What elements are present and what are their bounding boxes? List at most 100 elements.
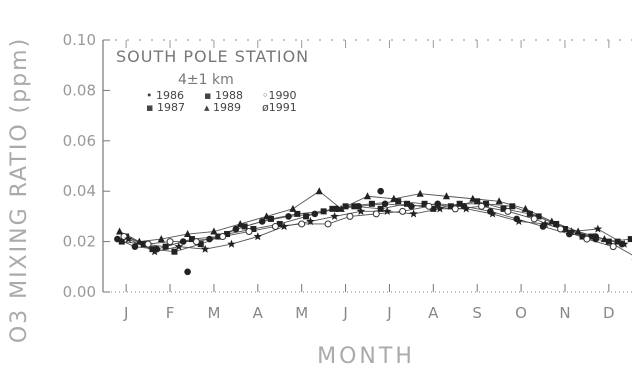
point-1987 xyxy=(267,215,274,222)
plot-frame xyxy=(102,39,632,293)
point-1989 xyxy=(337,204,345,212)
point-1989 xyxy=(442,192,451,200)
point-1987 xyxy=(605,238,612,245)
point-1991 xyxy=(174,242,184,251)
legend-entry: ▪ 1987 xyxy=(146,101,185,114)
point-1988 xyxy=(403,200,410,207)
point-1991 xyxy=(150,247,159,256)
point-1987 xyxy=(162,243,169,250)
chart-subtitle: 4±1 km xyxy=(178,72,234,88)
point-1991 xyxy=(279,222,289,231)
point-1989 xyxy=(157,235,165,243)
point-1988 xyxy=(456,200,463,207)
point-1991 xyxy=(330,211,339,220)
point-outliers xyxy=(592,235,599,243)
point-1990 xyxy=(557,225,565,233)
point-1991 xyxy=(227,239,236,248)
point-1986 xyxy=(179,238,187,245)
point-1991 xyxy=(383,206,392,215)
x-tick-label: A xyxy=(253,304,264,322)
x-tick-label: F xyxy=(166,304,175,322)
point-1986 xyxy=(258,218,266,225)
point-1988 xyxy=(197,241,204,248)
point-1987 xyxy=(368,200,375,207)
point-outliers xyxy=(377,187,384,195)
point-1988 xyxy=(535,213,542,220)
point-1986 xyxy=(434,200,442,208)
x-tick-label: N xyxy=(559,304,570,322)
point-1989 xyxy=(183,230,192,238)
x-tick-label: J xyxy=(386,304,391,322)
y-tick-label: 0.06 xyxy=(63,132,96,150)
axis-ticks xyxy=(103,39,610,293)
point-1989 xyxy=(469,194,477,202)
point-1989 xyxy=(115,227,124,235)
point-1987 xyxy=(474,198,481,205)
point-1988 xyxy=(561,226,568,232)
y-tick-label: 0.10 xyxy=(63,31,96,49)
point-1990 xyxy=(166,238,174,246)
point-1990 xyxy=(372,210,380,218)
series-line-1990 xyxy=(123,205,614,248)
point-1989 xyxy=(548,217,556,225)
point-1986 xyxy=(381,200,389,208)
point-1990 xyxy=(504,207,512,215)
point-1987 xyxy=(500,205,507,212)
point-1989 xyxy=(574,227,582,235)
point-1989 xyxy=(521,204,530,212)
point-1987 xyxy=(140,241,147,248)
point-1989 xyxy=(289,204,297,212)
point-1989 xyxy=(135,237,143,245)
point-1990 xyxy=(583,235,591,243)
point-1991 xyxy=(540,219,550,228)
x-tick-label: D xyxy=(603,304,615,322)
point-1989 xyxy=(390,194,398,202)
point-1988 xyxy=(149,246,156,253)
point-1987 xyxy=(447,203,454,210)
point-1990 xyxy=(451,205,459,213)
point-1988 xyxy=(377,205,384,212)
point-1991 xyxy=(356,206,366,215)
point-1989 xyxy=(495,197,503,205)
point-1989 xyxy=(416,189,424,197)
chart-title: SOUTH POLE STATION xyxy=(116,47,309,66)
point-1987 xyxy=(526,210,533,217)
point-1987 xyxy=(188,236,195,243)
point-1991 xyxy=(306,216,315,226)
point-1990 xyxy=(192,238,200,246)
point-1988 xyxy=(276,220,283,227)
point-1990 xyxy=(298,220,306,228)
legend: • 1986 ▪ 1988 ◦1990 ▪ 1987 ▴ 1989 ø1991 xyxy=(146,89,297,114)
y-tick-label: 0.02 xyxy=(63,233,96,251)
y-tick-label: 0.00 xyxy=(63,283,96,301)
point-1987 xyxy=(395,198,402,205)
point-1987 xyxy=(294,210,301,217)
x-tick-label: J xyxy=(123,304,128,322)
point-1988 xyxy=(171,248,178,255)
point-1988 xyxy=(588,233,595,240)
x-tick-label: S xyxy=(472,304,482,322)
point-1990 xyxy=(271,222,279,230)
y-tick-label: 0.08 xyxy=(63,81,96,99)
point-1987 xyxy=(579,233,586,240)
point-1991 xyxy=(488,209,497,218)
y-axis-label: O3 MIXING RATIO (ppm) xyxy=(7,37,32,343)
point-1989 xyxy=(600,235,609,243)
legend-entry: ø1991 xyxy=(262,101,297,114)
point-1987 xyxy=(118,238,125,245)
point-1990 xyxy=(530,215,538,223)
legend-entry: • 1986 xyxy=(146,89,184,102)
point-1987 xyxy=(241,223,248,230)
legend-entry: ▴ 1989 xyxy=(204,101,241,114)
point-1986 xyxy=(232,225,240,233)
legend-entry: ▪ 1988 xyxy=(204,89,243,102)
x-tick-label: O xyxy=(515,304,527,322)
point-1989 xyxy=(363,192,372,200)
x-tick-label: M xyxy=(207,304,220,322)
x-tick-label: A xyxy=(428,304,439,322)
point-outliers xyxy=(184,268,191,276)
point-1990 xyxy=(324,220,332,228)
legend-entry: ◦1990 xyxy=(262,89,296,102)
